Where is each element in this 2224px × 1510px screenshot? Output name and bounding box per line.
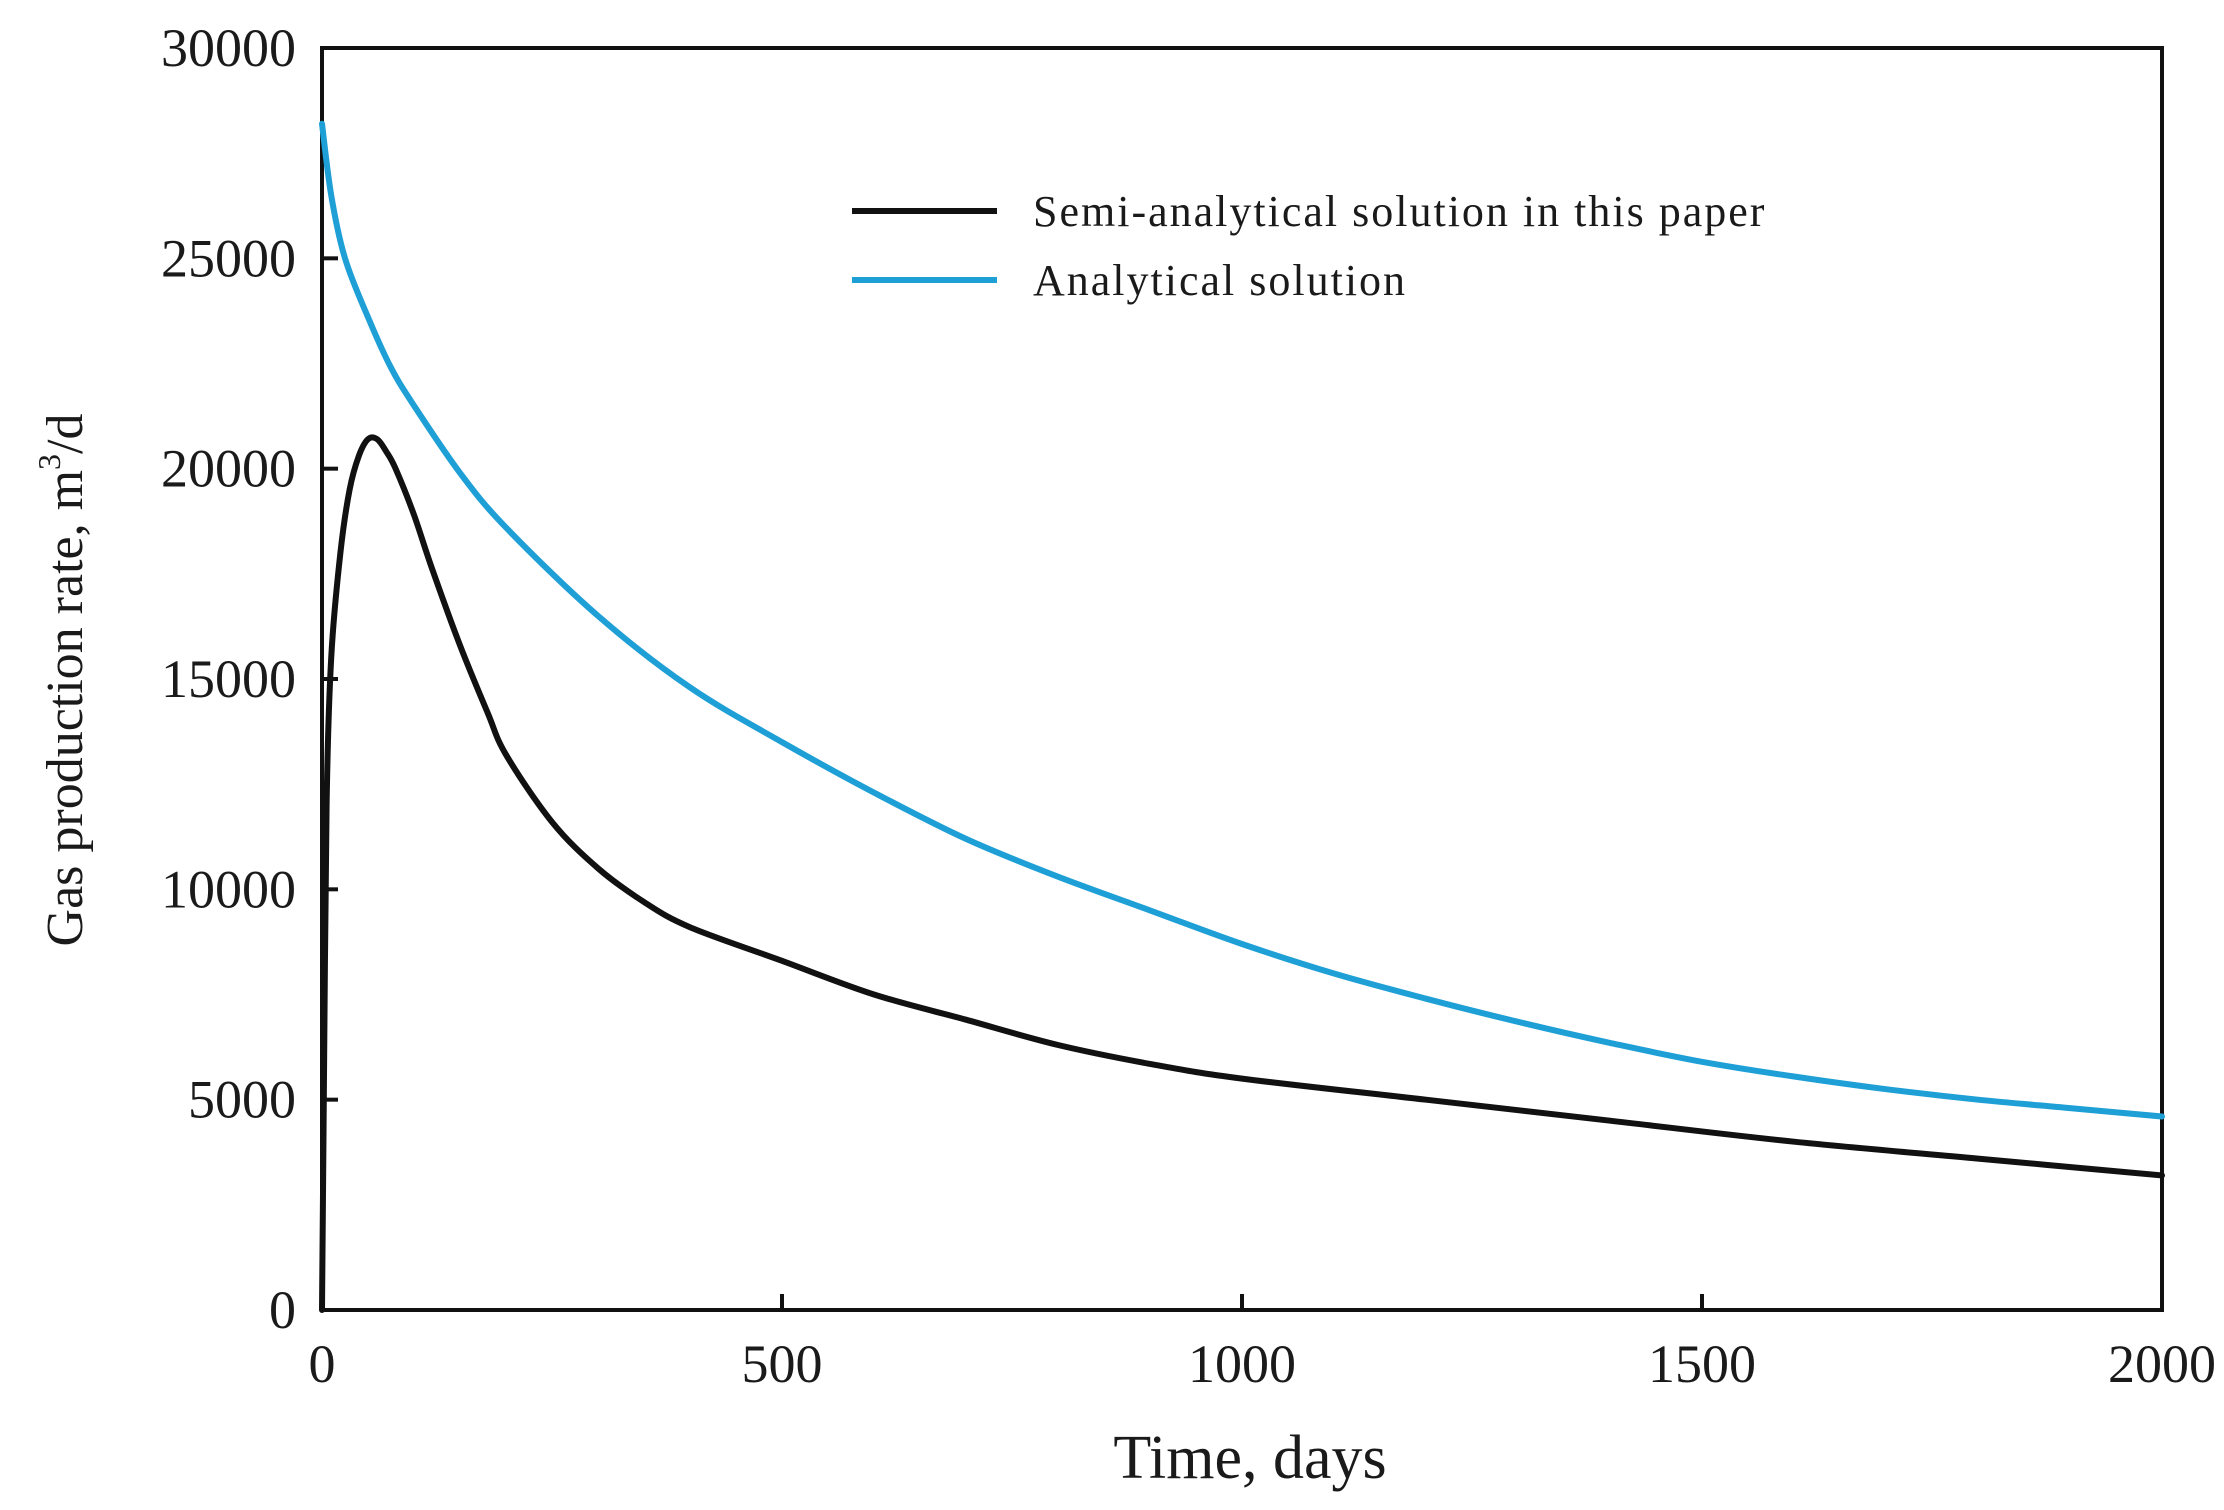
y-axis-ticks: 0 5000 10000 15000 20000 25000 30000 (161, 18, 338, 1340)
legend-label-semi-analytical: Semi-analytical solution in this paper (1033, 187, 1766, 236)
x-tick-label-500: 500 (742, 1334, 823, 1394)
y-tick-label-0: 0 (269, 1280, 296, 1340)
x-tick-label-1500: 1500 (1648, 1334, 1756, 1394)
x-tick-label-1000: 1000 (1188, 1334, 1296, 1394)
series-line-semi-analytical (319, 434, 2165, 1313)
y-tick-label-10000: 10000 (161, 859, 296, 919)
y-tick-label-30000: 30000 (161, 18, 296, 78)
y-axis-title-sup: 3 (31, 454, 67, 470)
plot-frame (320, 46, 2164, 1312)
x-tick-label-0: 0 (309, 1334, 336, 1394)
y-axis-title-suffix: /d (37, 414, 94, 454)
legend-label-analytical: Analytical solution (1033, 256, 1407, 305)
legend: Semi-analytical solution in this paper A… (852, 187, 1766, 305)
x-axis-ticks: 0 500 1000 1500 2000 (309, 1294, 2216, 1394)
y-tick-label-5000: 5000 (188, 1070, 296, 1130)
y-axis-title: Gas production rate, m3/d (31, 414, 94, 947)
y-axis-title-main: Gas production rate, m (37, 470, 94, 947)
y-tick-label-25000: 25000 (161, 228, 296, 288)
x-axis-title: Time, days (1113, 1424, 1386, 1492)
series-layer (319, 120, 2165, 1313)
y-tick-label-15000: 15000 (161, 649, 296, 709)
series-line-analytical (319, 120, 2165, 1120)
y-tick-label-20000: 20000 (161, 439, 296, 499)
x-tick-label-2000: 2000 (2108, 1334, 2216, 1394)
